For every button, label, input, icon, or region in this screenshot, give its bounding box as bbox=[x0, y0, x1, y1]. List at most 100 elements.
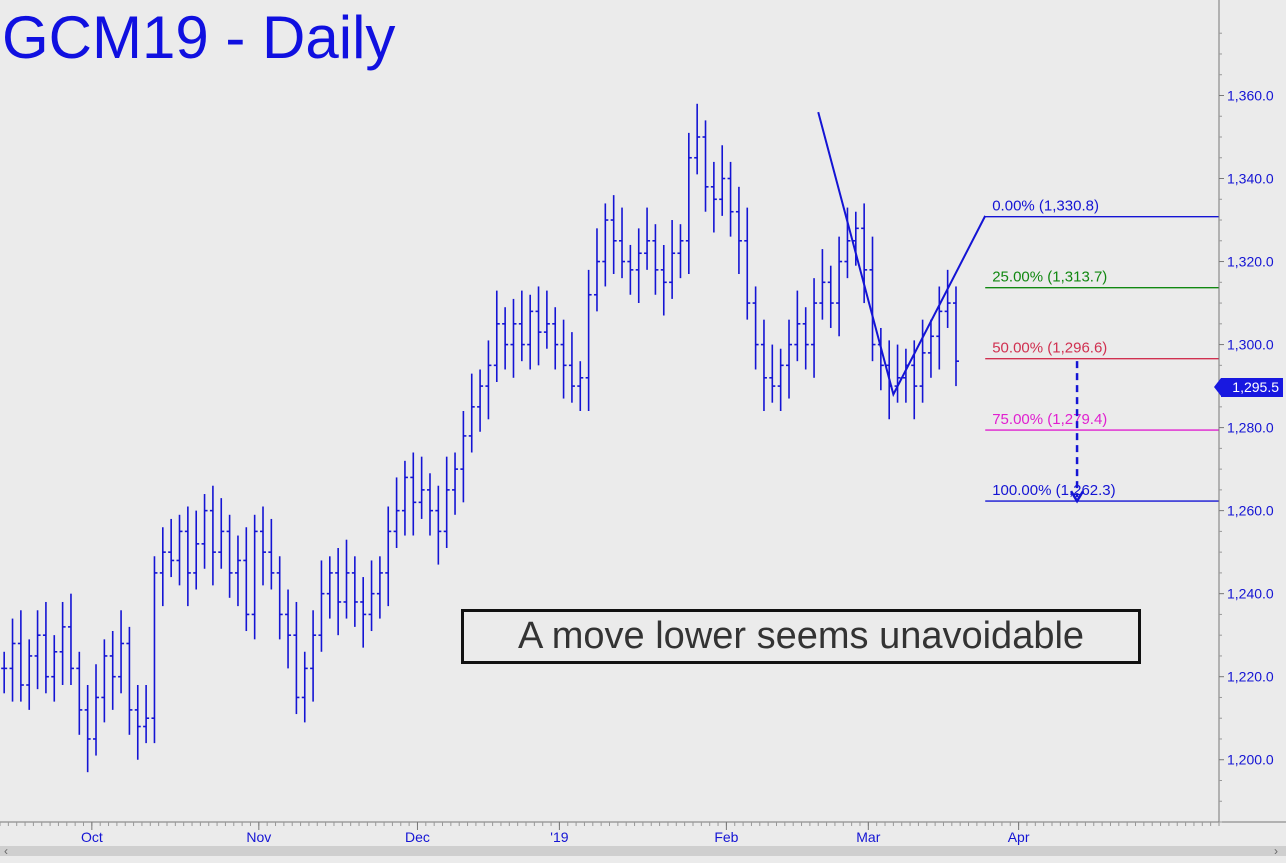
ohlc-bar bbox=[93, 664, 100, 756]
ohlc-bar bbox=[209, 485, 216, 586]
ohlc-bar bbox=[543, 290, 550, 349]
x-tick-label: Feb bbox=[714, 829, 738, 845]
ohlc-bar bbox=[819, 249, 826, 320]
ohlc-bar bbox=[335, 548, 342, 636]
ohlc-bar bbox=[552, 307, 559, 370]
y-tick-label: 1,200.0 bbox=[1227, 752, 1274, 768]
ohlc-bar bbox=[669, 220, 676, 299]
ohlc-bar bbox=[702, 120, 709, 212]
ohlc-bar bbox=[351, 556, 358, 627]
ohlc-bar bbox=[811, 278, 818, 378]
ohlc-bar bbox=[593, 228, 600, 312]
ohlc-bar bbox=[184, 506, 191, 607]
ohlc-bar bbox=[168, 518, 175, 578]
ohlc-bar bbox=[42, 601, 49, 694]
fib-level-label: 50.00% (1,296.6) bbox=[992, 340, 1107, 357]
ohlc-bar bbox=[243, 527, 250, 632]
ohlc-bar bbox=[176, 514, 183, 586]
ohlc-bar bbox=[585, 269, 592, 411]
projection-arrow bbox=[1069, 361, 1085, 504]
ohlc-bar bbox=[376, 556, 383, 619]
ohlc-bar bbox=[527, 294, 534, 370]
ohlc-bar bbox=[260, 506, 267, 586]
y-tick-label: 1,280.0 bbox=[1227, 420, 1274, 436]
ohlc-bar bbox=[944, 269, 951, 328]
ohlc-bar bbox=[301, 651, 308, 723]
ohlc-bar bbox=[794, 290, 801, 362]
ohlc-bar bbox=[827, 265, 834, 328]
ohlc-bars bbox=[1, 103, 959, 773]
ohlc-bar bbox=[234, 535, 241, 607]
ohlc-bar bbox=[502, 307, 509, 370]
fibonacci-levels: 0.00% (1,330.8) 25.00% (1,313.7) 50.00% (1… bbox=[985, 198, 1219, 502]
ohlc-bar bbox=[727, 161, 734, 237]
ohlc-bar bbox=[635, 228, 642, 304]
ohlc-bar bbox=[518, 290, 525, 362]
ohlc-bar bbox=[218, 498, 225, 569]
ohlc-bar bbox=[251, 514, 258, 640]
y-tick-label: 1,220.0 bbox=[1227, 669, 1274, 685]
ohlc-bar bbox=[17, 610, 24, 702]
scroll-right-icon[interactable]: › bbox=[1274, 844, 1278, 858]
y-tick-label: 1,240.0 bbox=[1227, 586, 1274, 602]
ohlc-bar bbox=[385, 506, 392, 607]
ohlc-bar bbox=[685, 132, 692, 274]
ohlc-bar bbox=[760, 319, 767, 411]
ohlc-bar bbox=[719, 145, 726, 216]
ohlc-bar bbox=[67, 593, 74, 685]
ohlc-bar bbox=[151, 556, 158, 744]
ohlc-bar bbox=[577, 361, 584, 411]
ohlc-bar bbox=[619, 207, 626, 279]
ohlc-bar bbox=[226, 514, 233, 598]
chart-title: GCM19 - Daily bbox=[2, 4, 396, 71]
ohlc-bar bbox=[84, 685, 91, 773]
fib-level-label: 75.00% (1,279.4) bbox=[992, 411, 1107, 428]
scroll-left-icon[interactable]: ‹ bbox=[4, 844, 8, 858]
x-tick-label: '19 bbox=[550, 829, 568, 845]
ohlc-bar bbox=[118, 610, 125, 694]
ohlc-bar bbox=[535, 286, 542, 366]
ohlc-bar bbox=[418, 456, 425, 519]
ohlc-bar bbox=[769, 344, 776, 403]
fib-level-label: 25.00% (1,313.7) bbox=[992, 269, 1107, 286]
ohlc-bar bbox=[368, 560, 375, 632]
ohlc-bar bbox=[26, 639, 33, 710]
ohlc-bar bbox=[34, 610, 41, 690]
ohlc-bar bbox=[452, 452, 459, 515]
y-tick-label: 1,320.0 bbox=[1227, 254, 1274, 270]
ohlc-bar bbox=[752, 286, 759, 370]
fib-level-label: 0.00% (1,330.8) bbox=[992, 198, 1099, 215]
x-tick-label: Mar bbox=[856, 829, 880, 845]
abc-pattern bbox=[817, 111, 987, 398]
ohlc-bar bbox=[318, 560, 325, 652]
ohlc-bar bbox=[694, 103, 701, 175]
ohlc-bar bbox=[410, 452, 417, 536]
y-tick-label: 1,260.0 bbox=[1227, 503, 1274, 519]
ohlc-bar bbox=[268, 518, 275, 590]
ohlc-bar bbox=[134, 685, 141, 760]
ohlc-bar bbox=[193, 510, 200, 590]
ohlc-bar bbox=[627, 244, 634, 295]
ohlc-bar bbox=[744, 207, 751, 320]
ohlc-bar bbox=[602, 203, 609, 287]
ohlc-bar bbox=[952, 286, 959, 387]
ohlc-bar bbox=[51, 635, 58, 702]
ohlc-bar bbox=[9, 618, 16, 702]
ohlc-bar bbox=[644, 207, 651, 270]
ohlc-bar bbox=[919, 319, 926, 403]
ohlc-bar bbox=[610, 195, 617, 274]
ohlc-bar bbox=[869, 236, 876, 362]
y-tick-label: 1,300.0 bbox=[1227, 337, 1274, 353]
ohlc-bar bbox=[836, 236, 843, 337]
ohlc-bar bbox=[426, 473, 433, 536]
ohlc-bar bbox=[510, 298, 517, 378]
ohlc-bar bbox=[393, 477, 400, 548]
last-price-tag: 1,295.5 bbox=[1214, 378, 1283, 397]
ohlc-bar bbox=[276, 556, 283, 640]
ohlc-bar bbox=[485, 340, 492, 420]
ohlc-bar bbox=[493, 290, 500, 382]
pattern-line bbox=[817, 111, 987, 398]
projection-arrow-head bbox=[1069, 490, 1085, 504]
x-axis-ticks: Oct Nov Dec '19 Feb Mar Apr bbox=[0, 822, 1220, 845]
